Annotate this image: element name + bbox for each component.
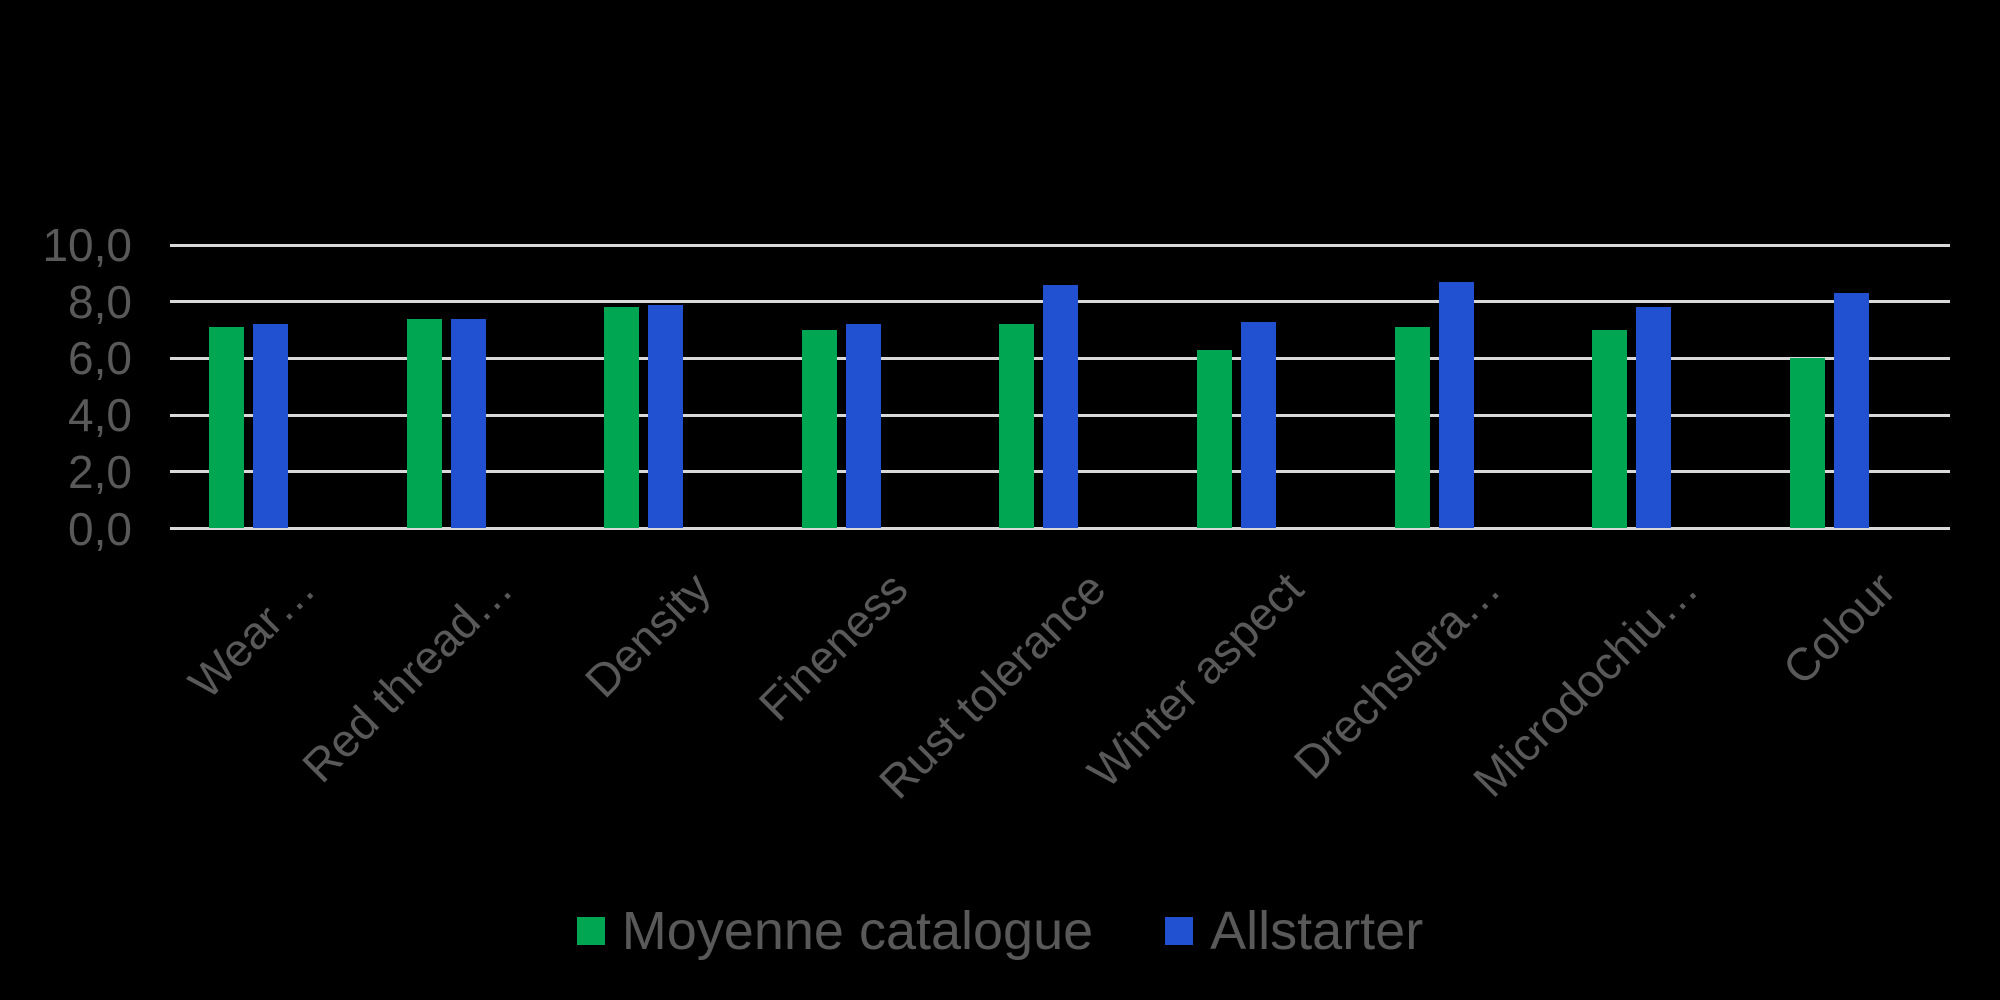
bar-allstarter: [648, 304, 684, 529]
bar-allstarter: [253, 324, 288, 529]
legend-label-allstarter: Allstarter: [1210, 901, 1424, 961]
x-axis-label: Red thread…: [292, 562, 523, 793]
gridline: [170, 243, 1950, 247]
y-axis-tick-label: 0,0: [68, 502, 132, 555]
bar-allstarter: [450, 318, 486, 529]
bar-moyenne-catalogue: [209, 327, 244, 529]
legend-label-moyenne-catalogue: Moyenne catalogue: [621, 901, 1094, 961]
bar-moyenne-catalogue: [801, 330, 837, 529]
y-axis-tick-label: 4,0: [68, 389, 132, 442]
bar-allstarter: [845, 324, 881, 529]
bar-moyenne-catalogue: [1197, 349, 1232, 529]
x-axis-label: Fineness: [748, 562, 918, 731]
x-axis-label: Density: [574, 562, 720, 708]
legend-swatch-moyenne-catalogue: [576, 917, 605, 945]
legend-item-moyenne-catalogue: Moyenne catalogue: [576, 901, 1094, 961]
bar-moyenne-catalogue: [999, 324, 1035, 529]
bar-moyenne-catalogue: [1394, 327, 1430, 529]
bar-moyenne-catalogue: [406, 318, 442, 529]
y-axis-tick-label: 10,0: [42, 219, 132, 271]
bar-allstarter: [1636, 307, 1672, 529]
bar-allstarter: [1438, 281, 1474, 529]
legend-item-allstarter: Allstarter: [1165, 901, 1423, 961]
y-axis-tick-label: 2,0: [68, 445, 132, 498]
bar-allstarter: [1833, 293, 1869, 529]
x-axis-label: Drechslera…: [1283, 562, 1511, 789]
gridline: [170, 527, 1950, 530]
y-axis-tick-label: 6,0: [68, 332, 132, 385]
bar-moyenne-catalogue: [1592, 330, 1628, 529]
y-axis-tick-label: 8,0: [68, 275, 132, 328]
bar-allstarter: [1043, 284, 1079, 529]
x-axis-label: Wear…: [178, 562, 325, 709]
legend: Moyenne catalogue Allstarter: [0, 901, 2000, 961]
x-axis-label: Colour: [1772, 562, 1906, 695]
bar-moyenne-catalogue: [604, 307, 640, 529]
legend-swatch-allstarter: [1165, 917, 1194, 945]
bar-moyenne-catalogue: [1789, 358, 1825, 529]
bar-allstarter: [1241, 321, 1276, 529]
